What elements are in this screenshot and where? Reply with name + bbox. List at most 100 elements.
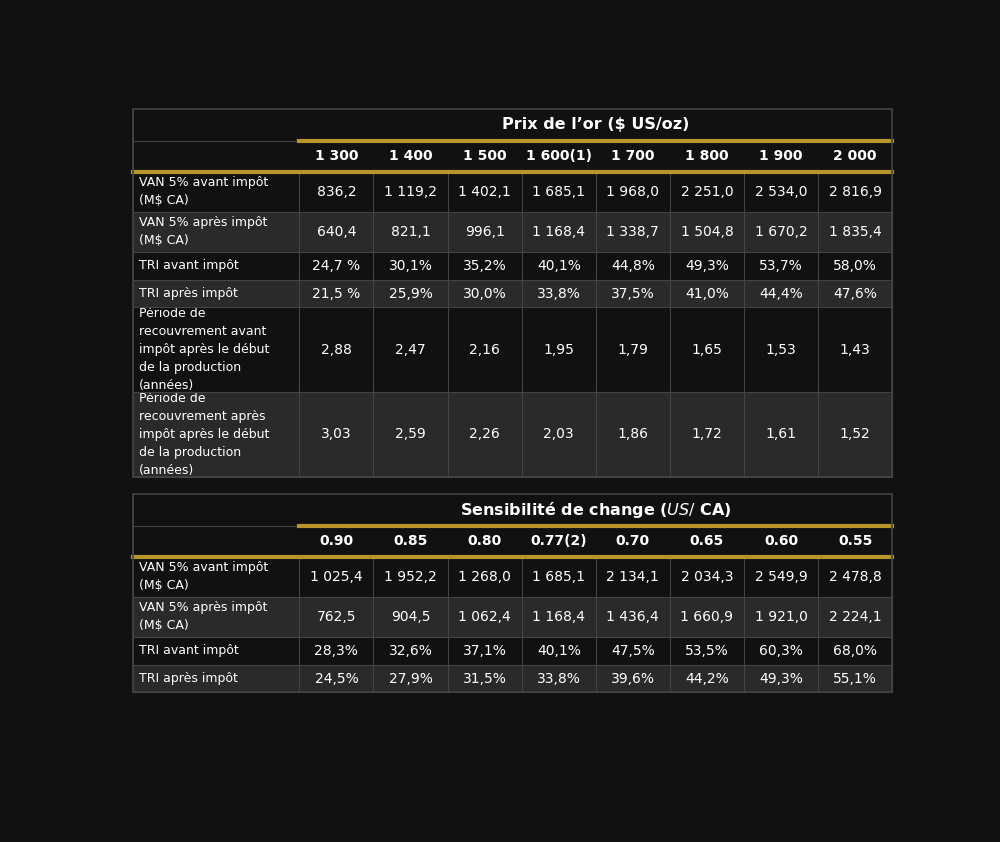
Text: 40,1%: 40,1%	[537, 644, 581, 658]
Text: 30,1%: 30,1%	[389, 258, 432, 273]
Text: 904,5: 904,5	[391, 610, 430, 624]
Bar	[448, 212, 522, 252]
Bar	[670, 252, 744, 280]
Bar	[744, 637, 818, 664]
Text: 44,4%: 44,4%	[759, 286, 803, 301]
Bar	[133, 109, 892, 477]
Bar	[373, 141, 448, 172]
Text: 1,79: 1,79	[617, 343, 648, 357]
Bar	[373, 212, 448, 252]
Bar	[299, 493, 892, 526]
Text: 1 402,1: 1 402,1	[458, 185, 511, 199]
Bar	[522, 252, 596, 280]
Text: 1 685,1: 1 685,1	[532, 570, 585, 584]
Text: 1,53: 1,53	[766, 343, 796, 357]
Bar	[596, 392, 670, 477]
Bar	[448, 597, 522, 637]
Text: 0.85: 0.85	[393, 535, 428, 548]
Bar	[522, 526, 596, 557]
Bar	[596, 557, 670, 597]
Bar	[522, 307, 596, 392]
Text: 0.90: 0.90	[319, 535, 353, 548]
Text: 1,52: 1,52	[840, 428, 871, 441]
Bar	[448, 172, 522, 212]
Bar	[744, 557, 818, 597]
Text: 68,0%: 68,0%	[833, 644, 877, 658]
Text: 32,6%: 32,6%	[389, 644, 432, 658]
Bar	[133, 597, 299, 637]
Bar	[299, 392, 373, 477]
Bar	[299, 664, 373, 692]
Bar	[818, 664, 892, 692]
Bar	[299, 526, 373, 557]
Text: 44,8%: 44,8%	[611, 258, 655, 273]
Text: 37,1%: 37,1%	[463, 644, 507, 658]
Bar	[373, 664, 448, 692]
Bar	[133, 109, 892, 477]
Bar	[133, 172, 299, 212]
Text: 1 300: 1 300	[315, 150, 358, 163]
Text: VAN 5% après impôt
(M$ CA): VAN 5% après impôt (M$ CA)	[139, 601, 267, 632]
Bar	[448, 526, 522, 557]
Text: 28,3%: 28,3%	[314, 644, 358, 658]
Text: 1 168,4: 1 168,4	[532, 610, 585, 624]
Text: 53,5%: 53,5%	[685, 644, 729, 658]
Bar	[133, 109, 299, 141]
Bar	[818, 526, 892, 557]
Bar	[596, 280, 670, 307]
Bar	[373, 637, 448, 664]
Text: 1,86: 1,86	[617, 428, 648, 441]
Text: 33,8%: 33,8%	[537, 286, 581, 301]
Bar	[596, 597, 670, 637]
Bar	[133, 307, 299, 392]
Text: 0.77(2): 0.77(2)	[530, 535, 587, 548]
Bar	[522, 141, 596, 172]
Text: 41,0%: 41,0%	[685, 286, 729, 301]
Bar	[299, 307, 373, 392]
Bar	[299, 280, 373, 307]
Bar	[448, 637, 522, 664]
Text: 1 062,4: 1 062,4	[458, 610, 511, 624]
Bar	[670, 141, 744, 172]
Text: 1 400: 1 400	[389, 150, 432, 163]
Text: Sensibilité de change ($ US/$ CA): Sensibilité de change ($ US/$ CA)	[460, 500, 732, 520]
Bar	[596, 307, 670, 392]
Bar	[670, 392, 744, 477]
Bar	[448, 557, 522, 597]
Text: 44,2%: 44,2%	[685, 672, 729, 685]
Text: 1 268,0: 1 268,0	[458, 570, 511, 584]
Bar	[133, 252, 299, 280]
Bar	[299, 557, 373, 597]
Bar	[133, 493, 892, 692]
Text: 1 504,8: 1 504,8	[681, 225, 733, 239]
Bar	[299, 109, 892, 141]
Text: 21,5 %: 21,5 %	[312, 286, 361, 301]
Text: Période de
recouvrement avant
impôt après le début
de la production
(années): Période de recouvrement avant impôt aprè…	[139, 307, 269, 392]
Text: 49,3%: 49,3%	[759, 672, 803, 685]
Text: 24,7 %: 24,7 %	[312, 258, 360, 273]
Bar	[373, 307, 448, 392]
Bar	[133, 493, 892, 692]
Text: 640,4: 640,4	[317, 225, 356, 239]
Bar	[299, 212, 373, 252]
Text: 27,9%: 27,9%	[389, 672, 432, 685]
Text: 1 600(1): 1 600(1)	[526, 150, 592, 163]
Bar	[373, 392, 448, 477]
Text: 60,3%: 60,3%	[759, 644, 803, 658]
Text: 1 685,1: 1 685,1	[532, 185, 585, 199]
Bar	[744, 252, 818, 280]
Bar	[818, 637, 892, 664]
Text: 2 134,1: 2 134,1	[606, 570, 659, 584]
Bar	[670, 172, 744, 212]
Bar	[818, 392, 892, 477]
Bar	[373, 172, 448, 212]
Text: 996,1: 996,1	[465, 225, 505, 239]
Text: TRI avant impôt: TRI avant impôt	[139, 644, 239, 658]
Text: 1 025,4: 1 025,4	[310, 570, 363, 584]
Bar	[818, 141, 892, 172]
Bar	[818, 557, 892, 597]
Text: 2 816,9: 2 816,9	[829, 185, 882, 199]
Text: 49,3%: 49,3%	[685, 258, 729, 273]
Text: 1,61: 1,61	[766, 428, 797, 441]
Bar	[596, 637, 670, 664]
